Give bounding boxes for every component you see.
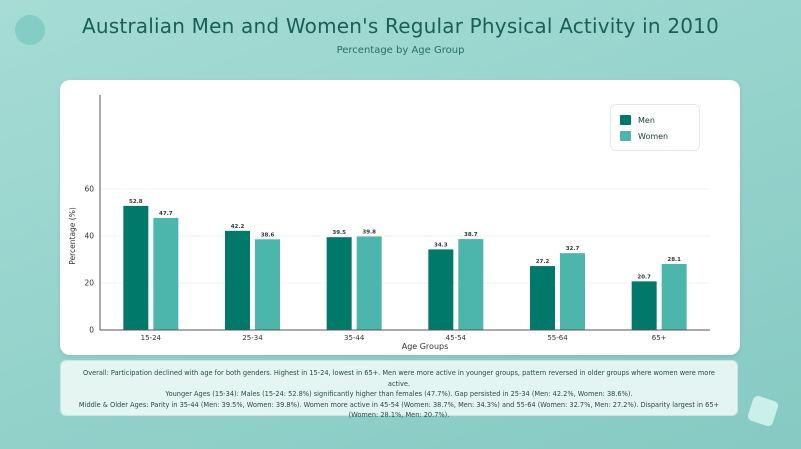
bar-men-15-24[interactable] xyxy=(123,205,149,330)
data-label-women-35-44: 39.8 xyxy=(362,229,376,235)
data-label-women-25-34: 38.6 xyxy=(261,232,275,238)
data-label-men-35-44: 39.5 xyxy=(332,230,346,236)
data-label-men-65: 20.7 xyxy=(637,274,651,280)
x-tick-label-65: 65+ xyxy=(652,334,667,342)
bar-women-35-44[interactable] xyxy=(356,236,382,330)
data-label-men-45-54: 34.3 xyxy=(434,242,448,248)
bar-women-45-54[interactable] xyxy=(458,239,484,330)
legend-item-women[interactable]: Women xyxy=(620,131,668,141)
chart-subtitle: Percentage by Age Group xyxy=(336,45,465,56)
chart-card: 52.8 47.7 42.2 38.6 39.5 39.8 34.3 38.7 27.2 32.7… xyxy=(60,80,740,355)
x-tick-label-25-34: 25-34 xyxy=(242,334,263,342)
summary-middle-older-ages: Middle & Older Ages: Parity in 35-44 (Me… xyxy=(78,400,720,420)
x-tick-label-35-44: 35-44 xyxy=(344,334,365,342)
legend-swatch-men xyxy=(620,115,631,125)
data-label-men-15-24: 52.8 xyxy=(129,199,143,205)
y-tick-label-40: 40 xyxy=(84,232,94,241)
y-tick-label-20: 20 xyxy=(84,279,94,288)
data-label-men-25-34: 42.2 xyxy=(231,224,245,230)
axis-ticks: 0 20 40 60 15-24 25-34 35-44 45-54 55-64 65+ xyxy=(84,185,666,343)
bar-women-25-34[interactable] xyxy=(255,239,280,330)
data-label-women-65: 28.1 xyxy=(667,257,681,263)
legend-label-women: Women xyxy=(638,131,669,141)
data-label-men-55-64: 27.2 xyxy=(536,259,550,265)
summary-overall: Overall: Participation declined with age… xyxy=(83,369,715,388)
x-tick-label-15-24: 15-24 xyxy=(141,334,162,342)
summary-box: Overall: Participation declined with age… xyxy=(60,360,738,419)
bar-chart: 52.8 47.7 42.2 38.6 39.5 39.8 34.3 38.7 27.2 32.7… xyxy=(68,95,710,351)
bar-men-25-34[interactable] xyxy=(225,230,250,330)
data-label-women-15-24: 47.7 xyxy=(159,211,173,217)
x-axis-title: Age Groups xyxy=(402,342,449,351)
bar-men-65[interactable] xyxy=(631,281,657,330)
bar-men-35-44[interactable] xyxy=(326,237,352,330)
data-labels: 52.8 47.7 42.2 38.6 39.5 39.8 34.3 38.7 27.2 32.7… xyxy=(129,199,681,280)
x-tick-label-45-54: 45-54 xyxy=(446,334,467,342)
y-tick-label-0: 0 xyxy=(89,326,94,335)
bar-women-15-24[interactable] xyxy=(153,217,179,330)
y-tick-label-60: 60 xyxy=(84,185,94,194)
y-axis-title: Percentage (%) xyxy=(68,207,77,265)
chart-title: Australian Men and Women's Regular Physi… xyxy=(81,14,720,38)
bar-men-45-54[interactable] xyxy=(428,249,454,330)
data-label-women-55-64: 32.7 xyxy=(566,246,580,252)
bar-women-55-64[interactable] xyxy=(560,253,585,330)
legend-swatch-women xyxy=(620,131,631,141)
bar-men-55-64[interactable] xyxy=(530,266,555,330)
grid-lines xyxy=(100,188,710,284)
legend: Men Women xyxy=(610,104,700,151)
bars xyxy=(123,205,687,330)
x-tick-label-55-64: 55-64 xyxy=(547,334,568,342)
legend-label-men: Men xyxy=(638,115,655,125)
decorative-circle xyxy=(15,15,45,45)
decorative-square xyxy=(746,394,780,428)
data-label-women-45-54: 38.7 xyxy=(464,232,478,238)
summary-younger-ages: Younger Ages (15-34): Males (15-24: 52.8… xyxy=(165,390,633,398)
bar-women-65[interactable] xyxy=(661,263,687,330)
legend-item-men[interactable]: Men xyxy=(620,115,655,125)
